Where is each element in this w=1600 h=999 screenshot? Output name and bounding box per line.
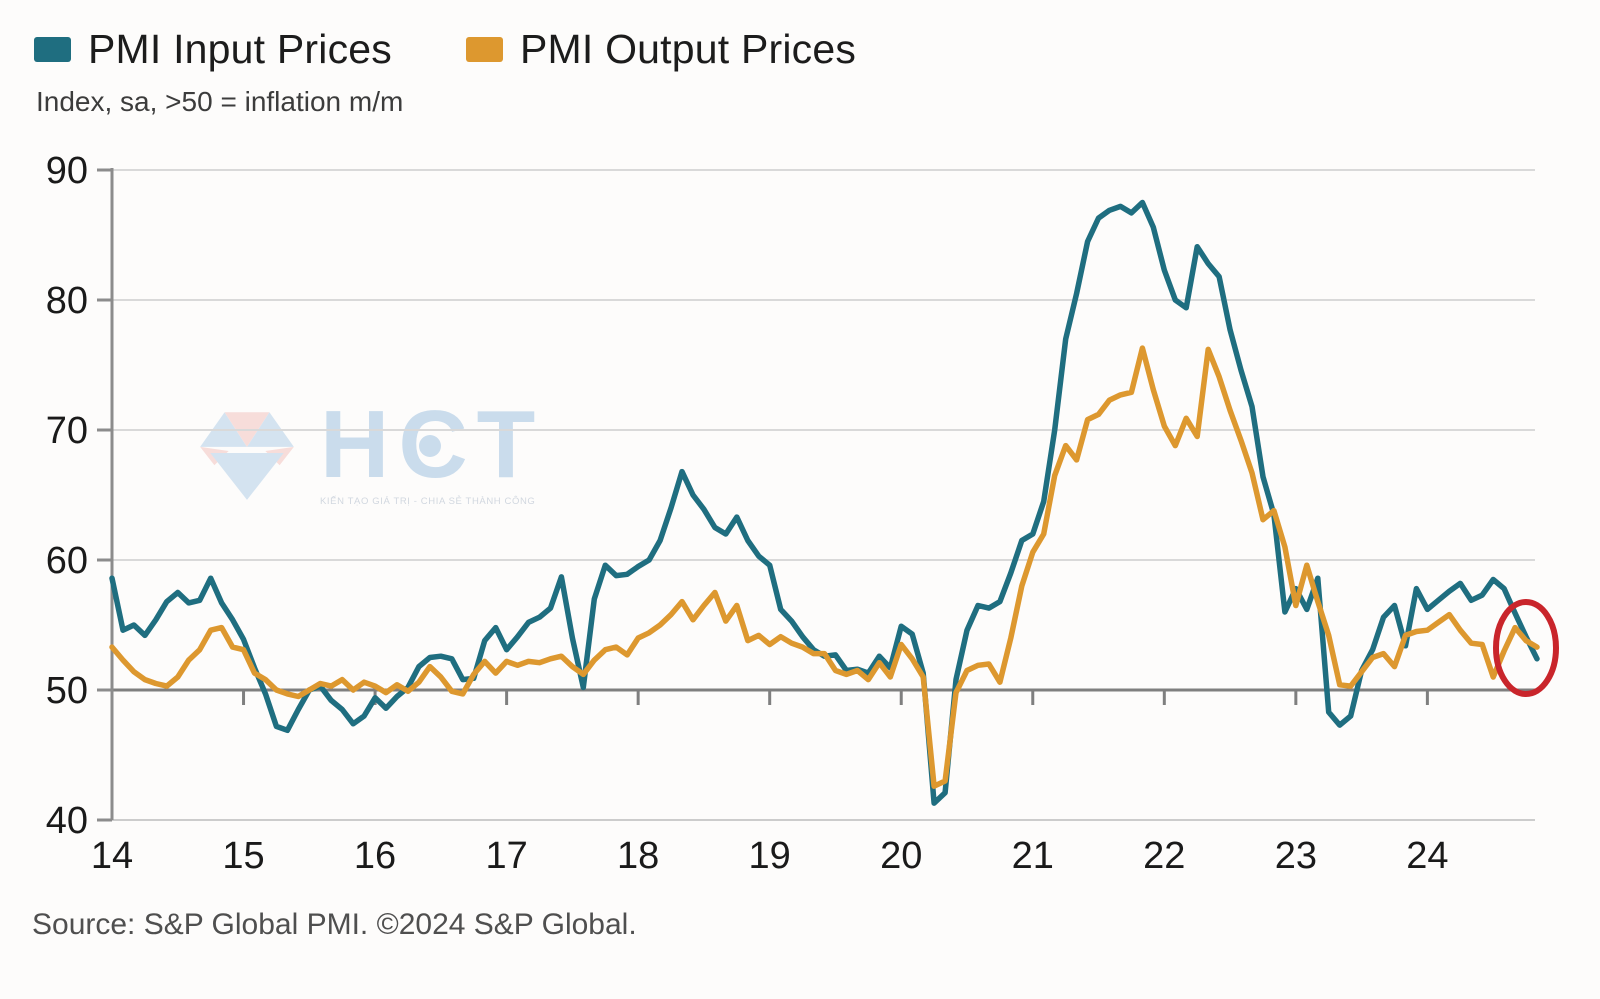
x-tick-label-14: 14 (91, 835, 133, 877)
legend: PMI Input Prices PMI Output Prices (34, 26, 856, 73)
x-tick-label-19: 19 (749, 835, 791, 877)
legend-item-output-prices: PMI Output Prices (465, 26, 857, 73)
legend-label-output: PMI Output Prices (519, 26, 857, 72)
watermark: HCT KIẾN TẠO GIÁ TRỊ - CHIA SẺ THÀNH CÔN… (194, 397, 544, 507)
x-tick-label-16: 16 (354, 835, 396, 877)
watermark-tagline: KIẾN TẠO GIÁ TRỊ - CHIA SẺ THÀNH CÔNG (320, 496, 536, 507)
y-tick-label-50: 50 (46, 670, 88, 712)
x-tick-label-20: 20 (880, 835, 922, 877)
x-tick-label-15: 15 (222, 835, 264, 877)
watermark-facet (210, 453, 284, 500)
y-tick-label-80: 80 (46, 280, 88, 322)
x-tick-label-21: 21 (1012, 835, 1054, 877)
series-line-pmi-output-prices (109, 345, 1540, 789)
x-tick-label-24: 24 (1406, 835, 1448, 877)
chart-subtitle: Index, sa, >50 = inflation m/m (36, 86, 404, 117)
series-line-pmi-input-prices (109, 199, 1540, 806)
source-note: Source: S&P Global PMI. ©2024 S&P Global… (32, 908, 637, 941)
legend-swatch-input-icon (34, 37, 71, 62)
watermark-c-dot-icon (419, 435, 441, 457)
legend-label-input: PMI Input Prices (88, 26, 392, 72)
legend-item-input-prices: PMI Input Prices (34, 26, 392, 73)
y-tick-label-90: 90 (46, 150, 88, 192)
x-tick-label-17: 17 (485, 835, 527, 877)
x-tick-label-22: 22 (1143, 835, 1185, 877)
watermark-text: HCT (320, 397, 544, 493)
y-tick-label-40: 40 (46, 800, 88, 842)
legend-swatch-output-icon (465, 37, 503, 62)
x-tick-label-18: 18 (617, 835, 659, 877)
y-tick-label-70: 70 (46, 410, 88, 452)
x-tick-label-23: 23 (1275, 835, 1317, 877)
annotation-ellipse (1493, 599, 1559, 697)
y-tick-label-60: 60 (46, 540, 88, 582)
